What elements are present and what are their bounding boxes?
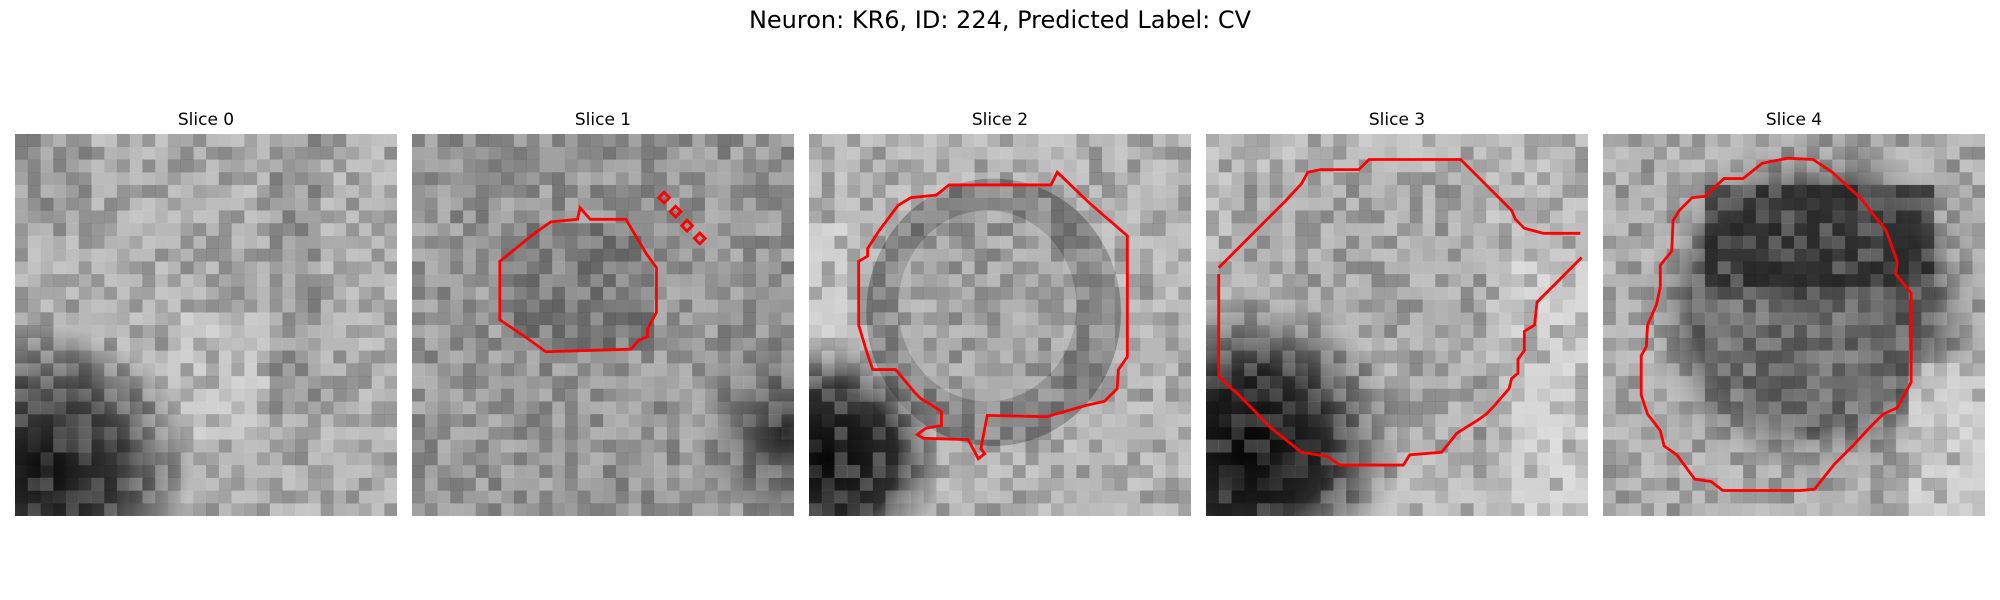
contour-1-marks bbox=[656, 190, 708, 246]
figure-title: Neuron: KR6, ID: 224, Predicted Label: C… bbox=[748, 6, 1252, 34]
slice-panel-2: Slice 2 bbox=[809, 108, 1191, 516]
slice-image-3 bbox=[1206, 134, 1588, 516]
contour-1 bbox=[498, 204, 658, 354]
contour-3-upper bbox=[1217, 158, 1581, 269]
contour-2 bbox=[857, 169, 1129, 461]
slice-panel-4: Slice 4 bbox=[1603, 108, 1985, 516]
contour-3-lower bbox=[1217, 256, 1583, 467]
slice-image-4 bbox=[1603, 134, 1985, 516]
slice-title-4: Slice 4 bbox=[1765, 110, 1823, 130]
contour-4 bbox=[1639, 156, 1913, 492]
slice-image-2 bbox=[809, 134, 1191, 516]
slice-panel-1: Slice 1 bbox=[412, 108, 794, 516]
slice-panel-3: Slice 3 bbox=[1206, 108, 1588, 516]
slice-image-1 bbox=[412, 134, 794, 516]
slice-panel-0: Slice 0 bbox=[15, 108, 397, 516]
slice-title-2: Slice 2 bbox=[971, 110, 1029, 130]
slice-title-3: Slice 3 bbox=[1368, 110, 1426, 130]
slice-title-1: Slice 1 bbox=[574, 110, 632, 130]
slice-title-0: Slice 0 bbox=[177, 110, 235, 130]
slice-image-0 bbox=[15, 134, 397, 516]
